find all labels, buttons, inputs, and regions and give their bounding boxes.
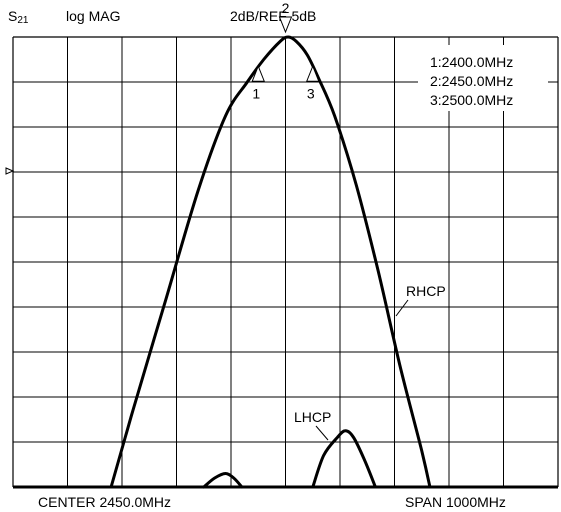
marker-2-triangle [278, 16, 293, 34]
center-frequency-label: CENTER 2450.0MHz [38, 494, 171, 510]
lhcp-leader-line [315, 425, 329, 441]
trace-labels: RHCP LHCP [294, 283, 446, 441]
lhcp-label: LHCP [294, 409, 331, 425]
marker-legend-box [418, 45, 548, 111]
rhcp-label: RHCP [406, 283, 446, 299]
trace-unlabeled-2 [202, 472, 244, 489]
parameter-label: S21 [8, 8, 29, 26]
reference-level-marker [5, 167, 15, 175]
scale-label: 2dB/REF-5dB [230, 8, 316, 24]
trace-rhcp [109, 35, 432, 489]
lhcp-label-group: LHCP [294, 409, 331, 441]
markers: 1 2 3 [251, 0, 320, 101]
trace-lhcp [311, 429, 377, 489]
marker-legend-2: 2:2450.0MHz [430, 73, 513, 89]
span-label: SPAN 1000MHz [405, 494, 506, 510]
marker-3-label: 3 [307, 85, 315, 101]
rhcp-leader-line [395, 299, 409, 317]
marker-legend-1: 1:2400.0MHz [430, 54, 513, 70]
rhcp-label-group: RHCP [395, 283, 446, 317]
marker-3-triangle [306, 64, 320, 82]
traces [109, 35, 432, 489]
marker-2-label: 2 [282, 0, 290, 16]
marker-1-label: 1 [252, 85, 260, 101]
format-label: log MAG [66, 8, 120, 24]
marker-1-triangle [251, 64, 265, 82]
marker-legend-3: 3:2500.0MHz [430, 92, 513, 108]
plot-grid [12, 36, 559, 489]
